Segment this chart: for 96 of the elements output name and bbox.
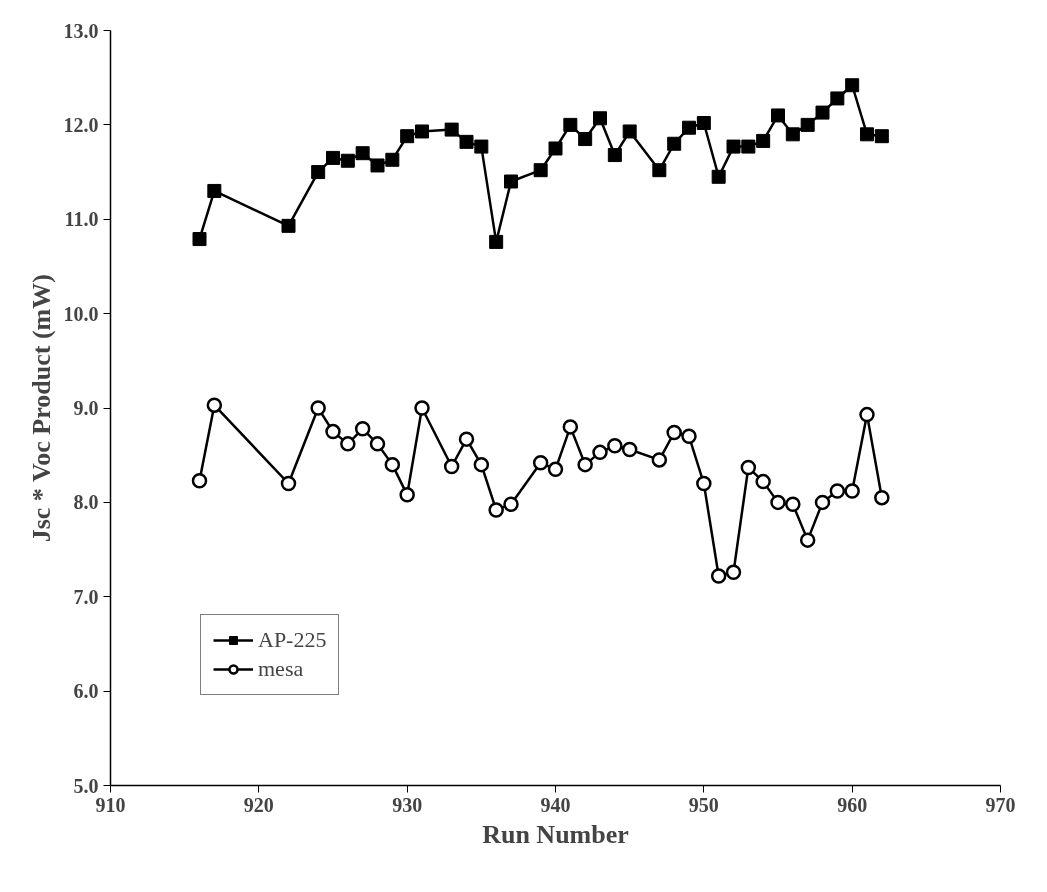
point: [785, 127, 800, 142]
point: [681, 428, 697, 445]
x-tick-label: 930: [392, 793, 423, 816]
point: [578, 132, 593, 147]
point: [577, 456, 593, 473]
point: [741, 139, 756, 154]
x-tick-label: 950: [688, 793, 719, 816]
point: [354, 421, 371, 437]
point: [192, 232, 207, 247]
point: [771, 108, 785, 123]
point: [504, 174, 518, 189]
point: [384, 456, 401, 473]
y-tick-label: 13.0: [63, 19, 99, 42]
point: [667, 136, 682, 151]
point: [607, 438, 623, 454]
point: [325, 423, 341, 440]
point: [785, 496, 801, 512]
x-tick-label: 970: [985, 793, 1016, 816]
point: [711, 169, 726, 184]
point: [740, 459, 757, 476]
y-tick-label: 8.0: [73, 491, 99, 514]
point: [414, 400, 430, 416]
point: [489, 234, 504, 249]
point: [533, 163, 548, 178]
point: [191, 472, 208, 489]
point: [756, 133, 771, 148]
point: [755, 473, 771, 490]
point: [593, 111, 607, 126]
point: [443, 458, 460, 475]
point: [874, 489, 890, 506]
y-tick-label: 10.0: [63, 302, 99, 325]
point: [651, 452, 668, 468]
point: [725, 564, 742, 580]
point: [815, 105, 830, 120]
x-tick-label: 960: [837, 793, 868, 816]
point: [206, 397, 223, 413]
x-tick-label: 940: [540, 793, 571, 816]
legend-label: mesa: [258, 656, 304, 682]
point: [311, 165, 326, 180]
point: [562, 419, 579, 435]
point: [399, 487, 415, 503]
point: [563, 117, 578, 132]
point: [874, 129, 889, 144]
point: [829, 483, 846, 499]
point: [548, 141, 563, 156]
legend-label: AP-225: [258, 627, 327, 653]
y-tick-label: 12.0: [63, 113, 99, 136]
point: [532, 455, 549, 471]
point: [696, 115, 711, 130]
point: [770, 494, 786, 511]
point: [326, 150, 340, 165]
point: [622, 124, 637, 139]
point: [845, 78, 860, 93]
point: [370, 158, 385, 173]
x-axis-title: Run Number: [482, 819, 629, 849]
point: [503, 496, 519, 512]
point: [666, 424, 682, 441]
point: [310, 400, 326, 416]
point: [592, 444, 608, 461]
y-axis-title: Jsc * Voc Product (mW): [26, 274, 56, 543]
point: [280, 475, 297, 492]
point: [369, 436, 386, 452]
point: [207, 183, 222, 198]
point: [682, 120, 696, 135]
x-tick-label: 920: [243, 793, 274, 816]
y-tick-label: 6.0: [73, 680, 99, 703]
point: [547, 461, 564, 478]
point: [621, 441, 638, 458]
point: [607, 148, 622, 163]
point: [474, 139, 489, 154]
point: [355, 146, 370, 161]
point: [340, 436, 356, 452]
point: [726, 139, 741, 154]
y-tick-label: 9.0: [73, 397, 99, 419]
point: [281, 218, 296, 233]
point: [799, 532, 816, 548]
point: [473, 456, 490, 473]
point: [340, 153, 355, 168]
point: [859, 406, 875, 423]
y-tick-label: 11.0: [64, 208, 99, 231]
point: [844, 483, 860, 499]
point: [385, 152, 400, 167]
point: [488, 502, 504, 518]
point: [830, 91, 845, 106]
point: [652, 163, 667, 178]
point: [800, 117, 815, 132]
point: [814, 494, 831, 511]
point: [444, 122, 459, 137]
point: [860, 127, 874, 142]
point: [400, 129, 415, 144]
point: [459, 134, 474, 149]
point: [696, 475, 712, 492]
point: [415, 124, 429, 139]
point: [458, 431, 475, 447]
point: [710, 568, 727, 584]
y-tick-label: 7.0: [73, 585, 99, 608]
